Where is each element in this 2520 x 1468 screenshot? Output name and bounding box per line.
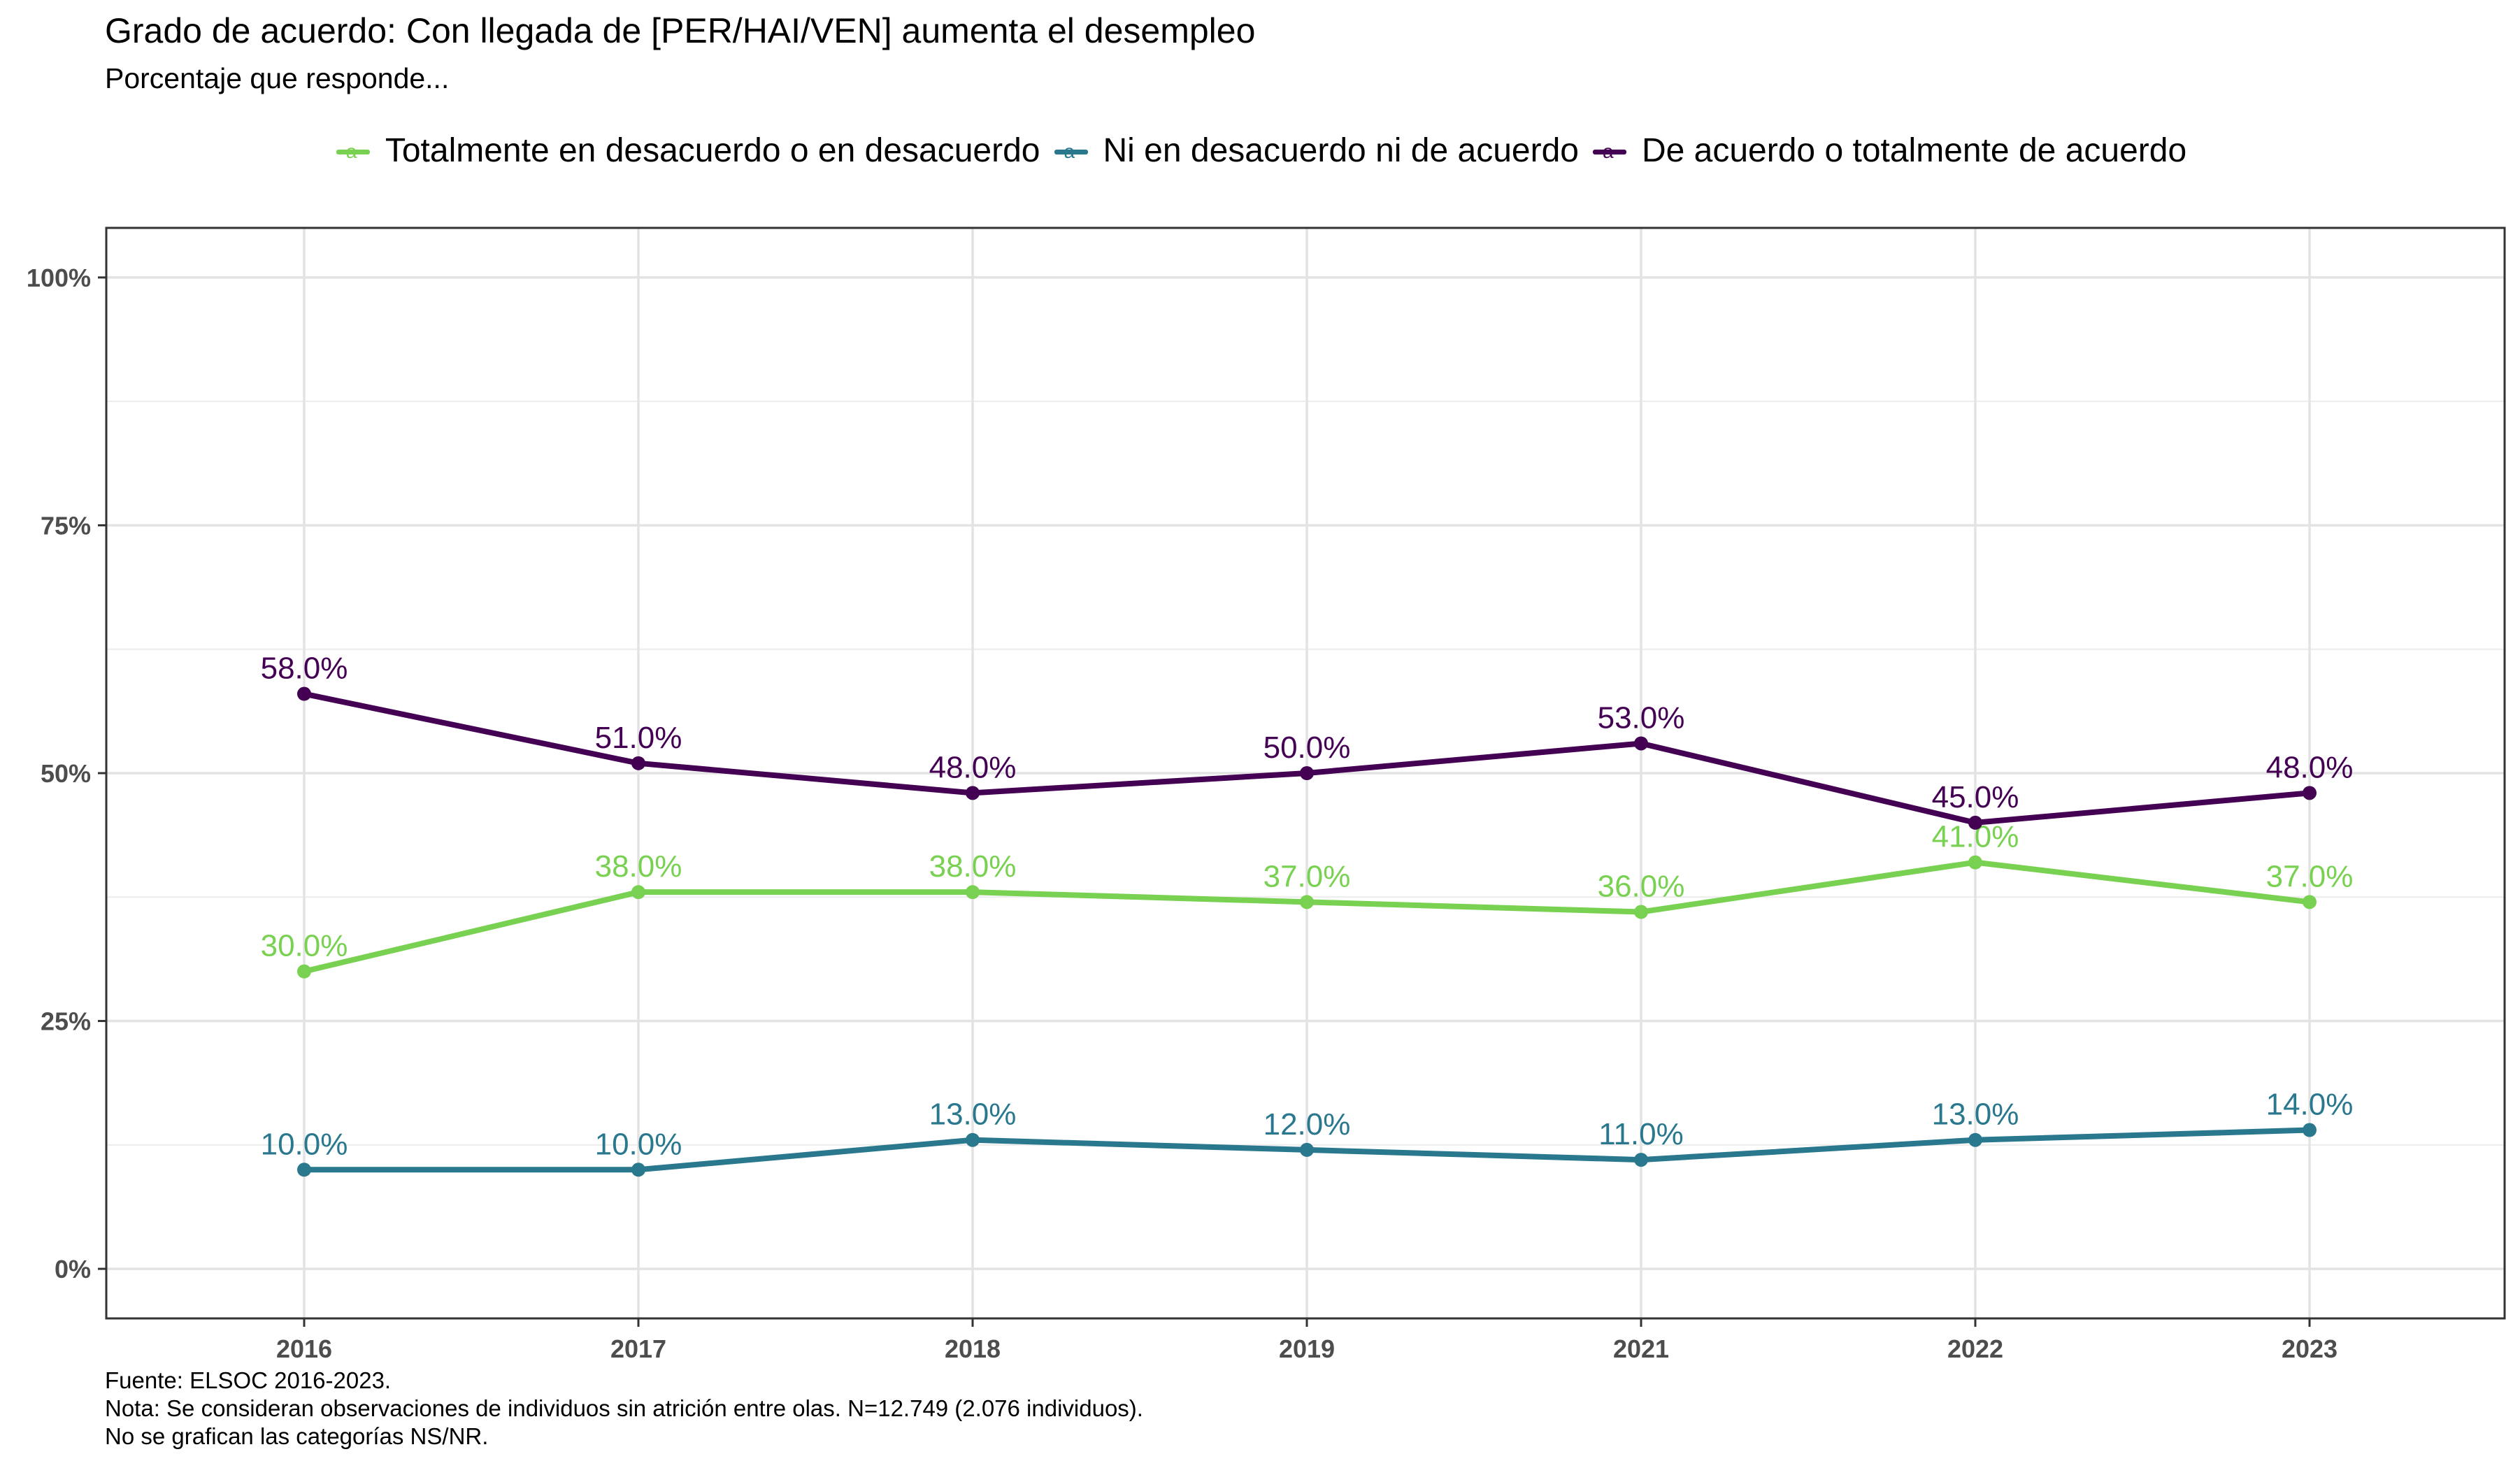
caption-exclusion: No se grafican las categorías NS/NR. xyxy=(105,1423,489,1449)
data-point xyxy=(631,1163,645,1177)
data-point xyxy=(2303,895,2317,909)
data-point xyxy=(966,1132,980,1147)
data-point xyxy=(297,686,311,701)
data-label: 13.0% xyxy=(929,1098,1017,1132)
x-tick-label: 2021 xyxy=(1613,1334,1669,1363)
data-label: 11.0% xyxy=(1598,1117,1684,1151)
data-label: 10.0% xyxy=(261,1127,348,1161)
y-tick-label: 100% xyxy=(27,264,91,292)
x-tick-label: 2023 xyxy=(2282,1334,2338,1363)
data-point xyxy=(1968,1132,1982,1147)
legend-label: De acuerdo o totalmente de acuerdo xyxy=(1641,132,2187,169)
legend-label: Ni en desacuerdo ni de acuerdo xyxy=(1103,132,1579,169)
x-tick-label: 2016 xyxy=(276,1334,332,1363)
legend-key-acuerdo: a xyxy=(1590,136,1629,166)
data-point xyxy=(1634,905,1648,919)
data-label: 36.0% xyxy=(1598,870,1685,904)
data-point xyxy=(2303,786,2317,800)
data-point xyxy=(297,1163,311,1177)
data-label: 53.0% xyxy=(1598,700,1685,735)
x-tick-label: 2019 xyxy=(1279,1334,1335,1363)
data-label: 48.0% xyxy=(2266,750,2354,784)
legend-item-acuerdo: a De acuerdo o totalmente de acuerdo xyxy=(1590,131,2186,171)
data-point xyxy=(631,756,645,770)
legend-line xyxy=(1054,150,1088,154)
data-point xyxy=(1968,815,1982,830)
caption-source: Fuente: ELSOC 2016-2023. xyxy=(105,1367,392,1393)
data-point xyxy=(1634,736,1648,751)
y-tick-label: 50% xyxy=(41,759,91,788)
data-point xyxy=(1300,1142,1314,1157)
data-label: 37.0% xyxy=(1263,859,1351,893)
legend-label: Totalmente en desacuerdo o en desacuerdo xyxy=(385,132,1040,169)
data-label: 37.0% xyxy=(2266,859,2354,893)
plot-border xyxy=(105,226,2506,1320)
data-label: 38.0% xyxy=(595,849,682,884)
data-point xyxy=(1634,1153,1648,1167)
data-label: 58.0% xyxy=(261,652,348,686)
data-point xyxy=(631,885,645,900)
data-label: 38.0% xyxy=(929,849,1017,884)
data-point xyxy=(966,786,980,800)
chart-subtitle: Porcentaje que responde... xyxy=(105,62,450,94)
legend-glyph: a xyxy=(1602,141,1614,162)
data-point xyxy=(966,885,980,900)
data-label: 10.0% xyxy=(595,1127,682,1161)
chart-title: Grado de acuerdo: Con llegada de [PER/HA… xyxy=(105,11,1256,50)
legend-glyph: a xyxy=(345,141,357,162)
data-point xyxy=(1300,895,1314,909)
data-label: 50.0% xyxy=(1263,731,1351,765)
data-label: 12.0% xyxy=(1263,1107,1351,1142)
legend-line xyxy=(1592,150,1626,154)
legend-item-neutral: a Ni en desacuerdo ni de acuerdo xyxy=(1052,131,1579,171)
x-tick-label: 2018 xyxy=(945,1334,1001,1363)
legend-line xyxy=(336,150,370,154)
data-label: 48.0% xyxy=(929,750,1017,784)
legend-glyph: a xyxy=(1064,141,1075,162)
data-point xyxy=(1968,855,1982,870)
y-tick-label: 25% xyxy=(41,1007,91,1036)
legend-key-neutral: a xyxy=(1052,136,1091,166)
y-tick-label: 75% xyxy=(41,511,91,540)
data-label: 51.0% xyxy=(595,721,682,755)
data-label: 13.0% xyxy=(1932,1098,2019,1132)
x-tick-label: 2017 xyxy=(610,1334,666,1363)
data-point xyxy=(297,964,311,979)
data-point xyxy=(1300,766,1314,780)
legend-item-desacuerdo: a Totalmente en desacuerdo o en desacuer… xyxy=(334,131,1040,171)
x-tick-label: 2022 xyxy=(1947,1334,2003,1363)
data-label: 14.0% xyxy=(2266,1088,2354,1122)
legend-key-desacuerdo: a xyxy=(334,136,373,166)
data-point xyxy=(2303,1123,2317,1137)
y-tick-label: 0% xyxy=(55,1255,91,1283)
chart-caption: Fuente: ELSOC 2016-2023. Nota: Se consid… xyxy=(105,1367,1143,1451)
legend: a Totalmente en desacuerdo o en desacuer… xyxy=(0,131,2520,171)
data-label: 30.0% xyxy=(261,929,348,963)
caption-note: Nota: Se consideran observaciones de ind… xyxy=(105,1395,1143,1421)
data-label: 45.0% xyxy=(1932,780,2019,814)
